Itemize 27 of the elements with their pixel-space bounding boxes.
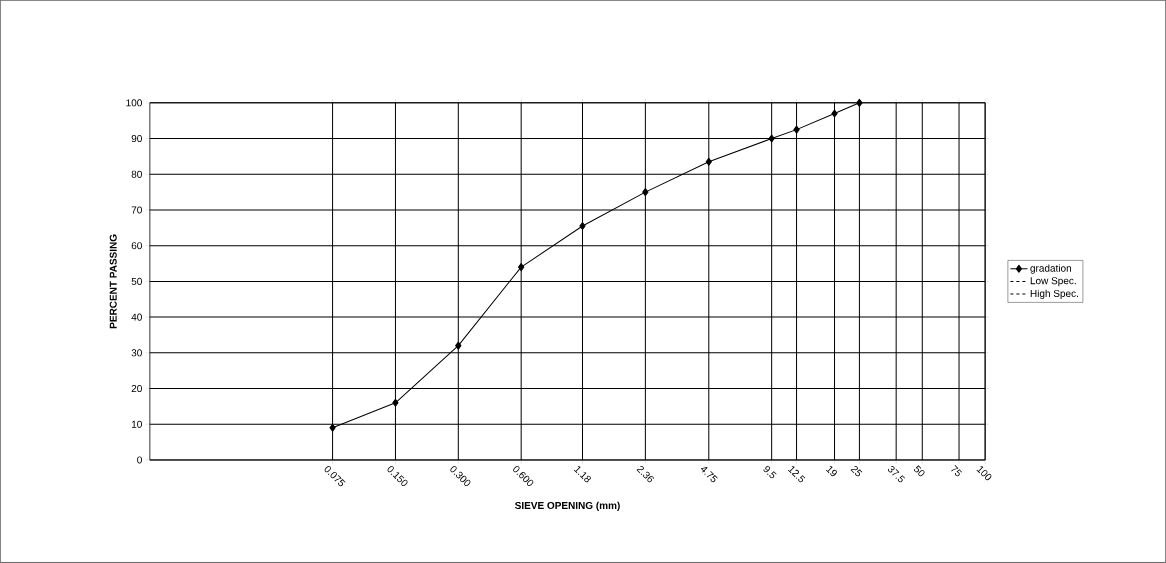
x-tick-label: 4.75 bbox=[700, 467, 718, 483]
x-tick-label: 37.5 bbox=[888, 465, 906, 483]
x-tick-label: 75 bbox=[951, 465, 963, 477]
y-tick-label: 80 bbox=[131, 170, 142, 178]
x-tick-label: 50 bbox=[914, 465, 925, 477]
x-tick-label: 1.18 bbox=[573, 466, 591, 483]
y-tick-label: 10 bbox=[131, 420, 142, 428]
y-tick-label: 60 bbox=[131, 242, 142, 250]
y-tick-label: 90 bbox=[131, 135, 142, 143]
y-tick-label: 0 bbox=[137, 456, 142, 464]
legend-label: gradation bbox=[1030, 264, 1072, 274]
x-tick-label: 25 bbox=[850, 466, 863, 477]
y-tick-label: 70 bbox=[131, 206, 142, 214]
legend-label: High Spec. bbox=[1030, 289, 1078, 300]
x-tick-label: 2.36 bbox=[636, 466, 654, 483]
y-tick-label: 20 bbox=[131, 385, 142, 393]
legend-label: Low Spec. bbox=[1030, 277, 1076, 287]
x-tick-label: 100 bbox=[976, 466, 992, 481]
x-tick-label: 9.5 bbox=[763, 466, 777, 479]
y-tick-label: 30 bbox=[131, 349, 142, 357]
y-tick-label: 40 bbox=[131, 313, 142, 321]
x-tick-label: 19 bbox=[825, 466, 837, 477]
x-tick-label: 12.5 bbox=[787, 466, 806, 483]
y-tick-label: 100 bbox=[126, 99, 142, 107]
y-tick-label: 50 bbox=[131, 277, 142, 286]
x-axis-title: SIEVE OPENING (mm) bbox=[514, 501, 620, 512]
y-axis-title: PERCENT PASSING bbox=[109, 234, 117, 329]
